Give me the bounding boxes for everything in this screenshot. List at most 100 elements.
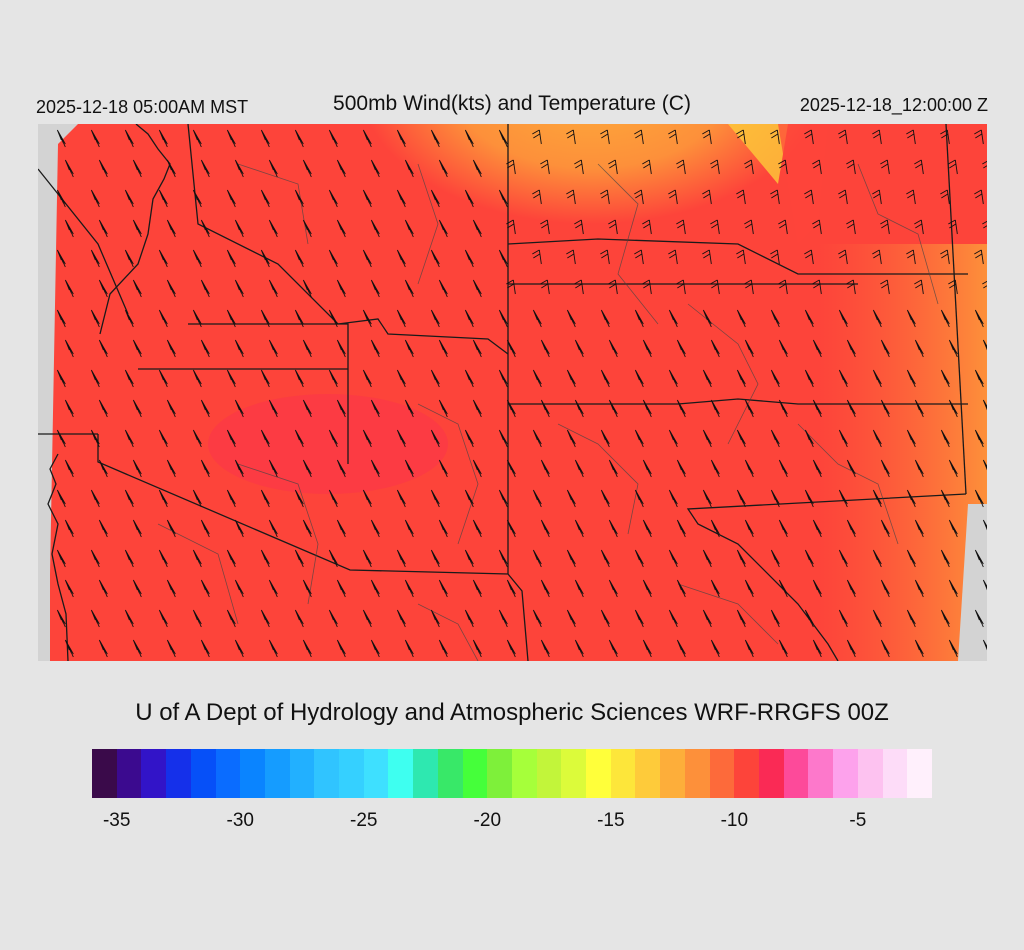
colorbar-swatch	[116, 749, 142, 798]
wind-barb	[744, 519, 754, 538]
wind-barb	[744, 279, 754, 295]
wind-barb	[464, 609, 474, 628]
wind-barb	[668, 489, 678, 508]
wind-barb	[404, 339, 414, 358]
wind-barb	[506, 639, 516, 658]
wind-barbs	[56, 129, 987, 658]
wind-barb	[702, 309, 712, 328]
wind-barb	[940, 309, 950, 328]
wind-barb	[506, 159, 516, 175]
wind-barb	[362, 609, 372, 628]
wind-barb	[914, 639, 924, 658]
wind-barb	[872, 429, 882, 448]
wind-barb	[642, 579, 652, 598]
wind-barb	[702, 549, 712, 568]
wind-barb	[540, 459, 550, 478]
wind-barb	[226, 489, 236, 508]
wind-barb	[404, 459, 414, 478]
wind-barb	[472, 339, 482, 358]
wind-barb	[872, 609, 882, 628]
wind-barb	[736, 129, 746, 145]
wind-barb	[328, 129, 338, 148]
wind-barb	[328, 429, 338, 448]
wind-barb	[472, 399, 482, 418]
wind-barb	[532, 369, 542, 388]
wind-barb	[770, 369, 780, 388]
wind-barb	[668, 429, 678, 448]
wind-barb	[430, 309, 440, 328]
wind-barb	[472, 159, 482, 178]
wind-barb	[566, 189, 576, 205]
wind-barb	[778, 339, 788, 358]
wind-barb	[812, 639, 822, 658]
wind-barb	[982, 459, 987, 471]
wind-barb	[804, 129, 814, 145]
wind-barb	[940, 369, 950, 388]
wind-barb	[192, 129, 202, 148]
wind-barb	[872, 369, 882, 388]
wind-barb	[404, 279, 414, 298]
wind-barb	[158, 489, 168, 508]
wind-barb	[64, 219, 74, 238]
wind-barb	[914, 399, 924, 418]
wind-barb	[846, 279, 856, 295]
wind-barb	[192, 489, 202, 508]
wind-barb	[498, 249, 508, 268]
wind-barb	[744, 579, 754, 598]
wind-barb	[328, 249, 338, 268]
wind-barb	[948, 579, 958, 598]
wind-barb	[838, 189, 848, 205]
wind-barb	[914, 459, 924, 478]
wind-barb	[234, 459, 244, 478]
wind-barb	[64, 339, 74, 358]
wind-barb	[574, 579, 584, 598]
wind-barb	[294, 129, 304, 148]
wind-barb	[132, 159, 142, 178]
wind-barb	[838, 129, 848, 145]
colorbar-swatch	[684, 749, 710, 798]
wind-barb	[234, 279, 244, 298]
wind-barb	[166, 579, 176, 598]
wind-barb	[404, 219, 414, 238]
wind-barb	[234, 399, 244, 418]
wind-barb	[812, 219, 822, 235]
wind-barb	[710, 219, 720, 235]
wind-barb	[98, 399, 108, 418]
wind-barb	[166, 519, 176, 538]
wind-barb	[498, 189, 508, 208]
wind-barb	[608, 279, 618, 295]
colorbar-tick-label: -35	[102, 810, 131, 831]
wind-barb	[600, 189, 610, 205]
colorbar-swatch	[487, 749, 512, 798]
wind-barb	[574, 339, 584, 358]
wind-barb	[608, 459, 618, 478]
wind-barb	[336, 279, 346, 298]
wind-barb	[362, 249, 372, 268]
wind-barb	[260, 369, 270, 388]
colorbar-tick-label: -10	[720, 810, 749, 831]
wind-barb	[132, 579, 142, 598]
wind-barb	[56, 429, 66, 448]
wind-barb	[328, 309, 338, 328]
wind-barb	[90, 309, 100, 328]
wind-barb	[64, 519, 74, 538]
wind-barb	[540, 639, 550, 658]
wind-barb	[56, 249, 66, 268]
wind-barb	[566, 489, 576, 508]
wind-barb	[336, 159, 346, 178]
wind-barb	[600, 249, 610, 265]
wind-barb	[506, 579, 516, 598]
valid-time-local: 2025-12-18 05:00AM MST	[36, 97, 249, 117]
colorbar-swatch	[586, 749, 611, 798]
wind-barb	[906, 369, 916, 388]
wind-barb	[302, 339, 312, 358]
wind-barb	[294, 249, 304, 268]
wind-barb	[540, 399, 550, 418]
wind-barb	[124, 429, 134, 448]
wind-barb	[574, 639, 584, 658]
wind-barb	[362, 489, 372, 508]
wind-barb	[370, 159, 380, 178]
wind-barb	[668, 189, 678, 205]
wind-barb	[532, 429, 542, 448]
wind-barb	[438, 579, 448, 598]
